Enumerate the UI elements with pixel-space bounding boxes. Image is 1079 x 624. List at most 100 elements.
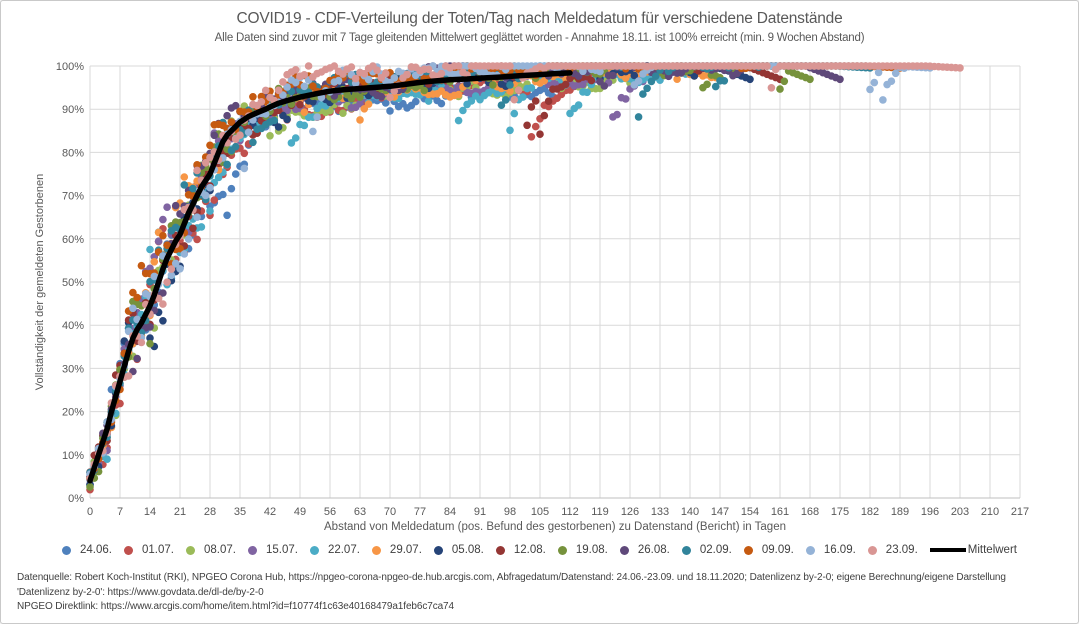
legend-label: 12.08. [513, 544, 546, 556]
svg-text:189: 189 [891, 506, 909, 518]
legend-label: 01.07. [141, 544, 174, 556]
svg-text:84: 84 [444, 506, 456, 518]
legend-label: 29.07. [389, 544, 422, 556]
svg-text:21: 21 [174, 506, 186, 518]
svg-text:196: 196 [921, 506, 939, 518]
svg-text:91: 91 [474, 506, 486, 518]
chart-title: COVID19 - CDF-Verteilung der Toten/Tag n… [236, 10, 843, 27]
svg-text:112: 112 [561, 506, 579, 518]
legend-item-15-07: 15.07. [242, 544, 304, 556]
svg-text:14: 14 [144, 506, 156, 518]
legend-item-22-07: 22.07. [304, 544, 366, 556]
series-dot-icon [371, 545, 381, 555]
legend-item-26-08: 26.08. [614, 544, 676, 556]
scatter-series-09-09- [86, 62, 904, 483]
svg-text:168: 168 [801, 506, 819, 518]
legend-item-24-06: 24.06. [56, 544, 118, 556]
legend-item-29-07: 29.07. [366, 544, 428, 556]
svg-text:0%: 0% [68, 493, 84, 505]
legend-label: 26.08. [637, 544, 670, 556]
legend-item-09-09: 09.09. [738, 544, 800, 556]
series-dot-icon [309, 545, 319, 555]
svg-text:30%: 30% [62, 363, 84, 375]
svg-text:28: 28 [204, 506, 216, 518]
svg-text:49: 49 [294, 506, 306, 518]
svg-text:80%: 80% [62, 147, 84, 159]
footer-line-direktlink: NPGEO Direktlink: https://www.arcgis.com… [17, 601, 454, 612]
footer-line-datasource: Datenquelle: Robert Koch-Institut (RKI),… [17, 572, 1006, 583]
series-dot-icon [557, 545, 567, 555]
legend-item-23-09: 23.09. [862, 544, 924, 556]
footer-line-license: 'Datenlizenz by-2-0': https://www.govdat… [17, 586, 264, 598]
svg-text:217: 217 [1011, 506, 1029, 518]
svg-text:105: 105 [531, 506, 549, 518]
svg-text:119: 119 [591, 506, 609, 518]
legend-label: 02.09. [699, 544, 732, 556]
legend-item-16-09: 16.09. [800, 544, 862, 556]
series-dot-icon [495, 545, 505, 555]
svg-text:175: 175 [831, 506, 849, 518]
svg-text:40%: 40% [62, 320, 84, 332]
y-axis-tick-labels: 0% 10% 20% 30% 40% 50% 60% 70% 80% 90% 100% [56, 61, 84, 505]
svg-text:70: 70 [384, 506, 396, 518]
svg-text:10%: 10% [62, 450, 84, 462]
legend-item-02-09: 02.09. [676, 544, 738, 556]
svg-text:42: 42 [264, 506, 276, 518]
svg-text:35: 35 [234, 506, 246, 518]
svg-text:7: 7 [117, 506, 123, 518]
legend-item-01-07: 01.07. [118, 544, 180, 556]
legend-label: 16.09. [823, 544, 856, 556]
series-dot-icon [619, 545, 629, 555]
svg-text:98: 98 [504, 506, 516, 518]
svg-text:147: 147 [711, 506, 729, 518]
svg-text:140: 140 [681, 506, 699, 518]
svg-text:126: 126 [621, 506, 639, 518]
legend-label: 22.07. [327, 544, 360, 556]
legend-label: 19.08. [575, 544, 608, 556]
legend-label: 23.09. [885, 544, 918, 556]
legend-label: 15.07. [265, 544, 298, 556]
svg-text:90%: 90% [62, 104, 84, 116]
svg-text:161: 161 [771, 506, 789, 518]
legend-item-19-08: 19.08. [552, 544, 614, 556]
chart-footnote: Datenquelle: Robert Koch-Institut (RKI),… [17, 571, 1006, 615]
series-dot-icon [247, 545, 257, 555]
series-dot-icon [123, 545, 133, 555]
scatter-series-26-08- [86, 62, 844, 481]
legend-item-05-08: 05.08. [428, 544, 490, 556]
legend-label: Mittelwert [967, 544, 1017, 556]
series-dot-icon [681, 545, 691, 555]
series-dot-icon [743, 545, 753, 555]
svg-text:60%: 60% [62, 234, 84, 246]
mean-line [87, 70, 573, 484]
svg-text:70%: 70% [62, 191, 84, 203]
series-dot-icon [867, 545, 877, 555]
legend-item-Mittelwert: Mittelwert [924, 544, 1023, 556]
legend-item-08-07: 08.07. [180, 544, 242, 556]
legend-label: 24.06. [80, 544, 112, 556]
x-axis-tick-labels: 0 7 14 21 28 35 42 49 56 63 70 77 84 91 98 105 112 119 126… [87, 506, 1029, 518]
svg-text:63: 63 [354, 506, 366, 518]
svg-text:203: 203 [951, 506, 969, 518]
svg-text:154: 154 [741, 506, 759, 518]
series-dot-icon [433, 545, 443, 555]
legend-label: 05.08. [451, 544, 484, 556]
legend-label: 08.07. [203, 544, 236, 556]
mean-line-marker-icon [929, 547, 966, 553]
legend: 24.06. 01.07. 08.07. 15.07. 22.07. 29.07. 05.0… [1, 544, 1078, 556]
svg-text:50%: 50% [62, 277, 84, 289]
svg-text:133: 133 [651, 506, 669, 518]
svg-text:210: 210 [981, 506, 999, 518]
scatter-series-29-07- [86, 63, 724, 482]
x-axis-title: Abstand von Meldedatum (pos. Befund des … [324, 521, 786, 533]
scatter-series-12-08- [86, 62, 784, 477]
svg-text:77: 77 [414, 506, 426, 518]
series-dot-icon [185, 545, 195, 555]
series-dot-icon [62, 545, 71, 555]
y-axis-title: Vollständigkeit der gemeldeten Gestorben… [34, 173, 46, 391]
gridlines [89, 65, 1021, 499]
series-dot-icon [805, 545, 815, 555]
svg-text:20%: 20% [62, 407, 84, 419]
